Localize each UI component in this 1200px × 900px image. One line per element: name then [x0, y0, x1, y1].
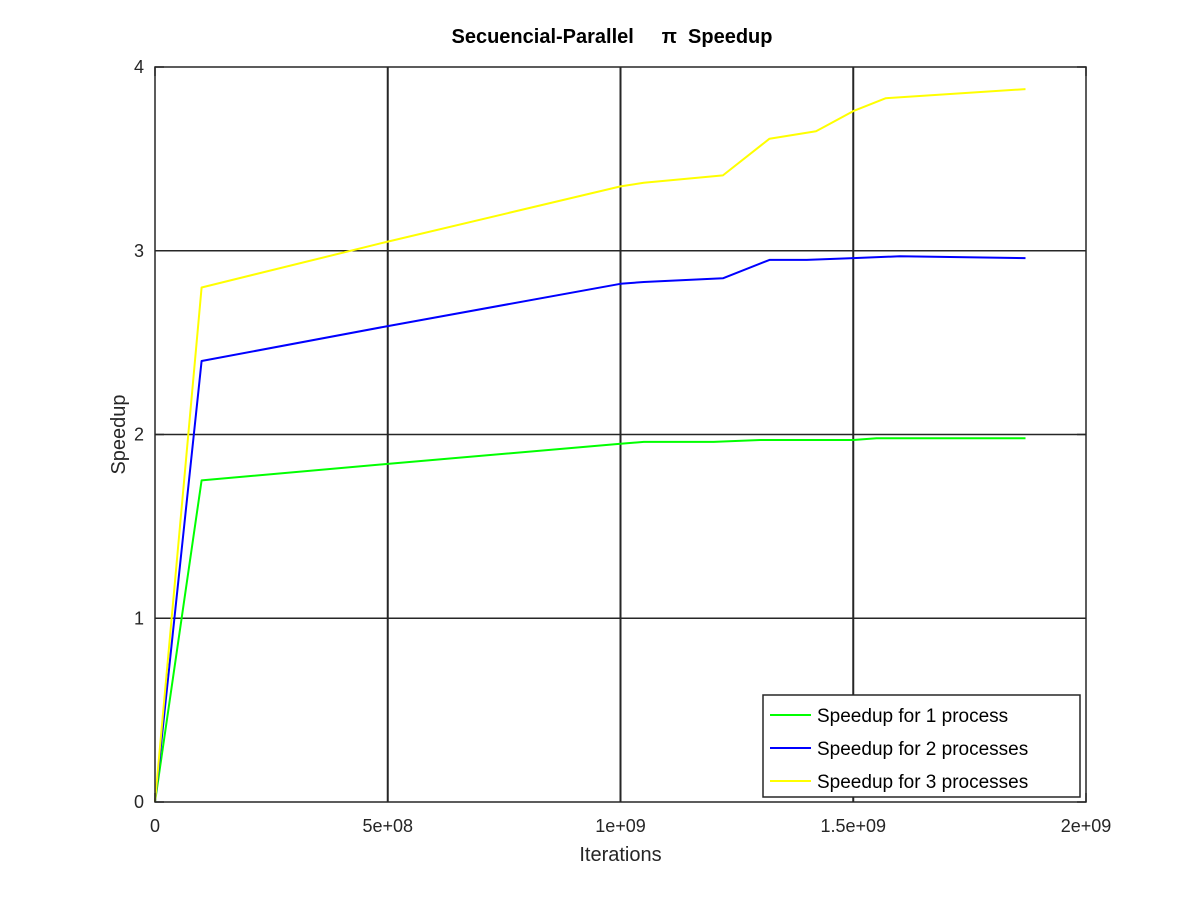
x-tick-label: 1.5e+09: [820, 816, 886, 836]
y-tick-label: 0: [134, 792, 144, 812]
series-line-2: [154, 255, 1026, 803]
y-tick-label: 4: [134, 57, 144, 77]
x-tick-label: 2e+09: [1061, 816, 1112, 836]
chart-title: Secuencial-Parallel π Speedup: [452, 26, 773, 48]
x-axis-title: Iterations: [579, 844, 661, 866]
y-tick-label: 3: [134, 241, 144, 261]
y-axis-title: Speedup: [108, 394, 130, 474]
series-line-1: [154, 437, 1026, 803]
x-tick-label: 1e+09: [595, 816, 646, 836]
legend-label-2: Speedup for 2 processes: [817, 739, 1028, 760]
axis-ticks: 0 5e+08 1e+09 1.5e+09 2e+09 0 1 2 3 4: [134, 57, 1111, 836]
legend: Speedup for 1 process Speedup for 2 proce…: [762, 694, 1081, 798]
legend-box: [762, 694, 1081, 798]
legend-label-3: Speedup for 3 processes: [817, 772, 1028, 793]
y-tick-label: 2: [134, 425, 144, 445]
legend-label-1: Speedup for 1 process: [817, 706, 1008, 727]
x-tick-label: 5e+08: [362, 816, 413, 836]
series-lines: [154, 88, 1026, 803]
grid-lines: [155, 67, 1086, 802]
y-tick-label: 1: [134, 608, 144, 628]
legend-items: Speedup for 1 process Speedup for 2 proce…: [770, 706, 1028, 793]
x-tick-label: 0: [150, 816, 160, 836]
series-line-3: [154, 88, 1026, 803]
